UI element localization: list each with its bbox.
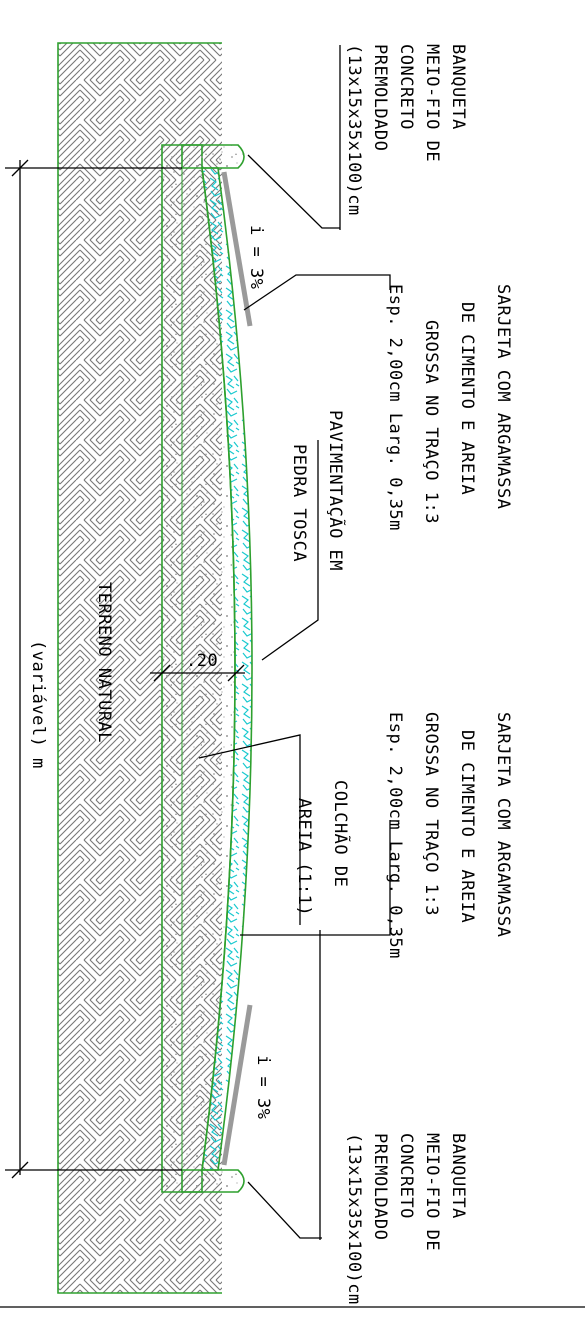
gutter-top (221, 171, 253, 327)
variable-width-label: (variável) m (28, 640, 48, 769)
svg-text:PREMOLDADO: PREMOLDADO (370, 44, 390, 151)
svg-text:CONCRETO: CONCRETO (396, 44, 416, 130)
terrain-outline (57, 42, 222, 1294)
svg-text:BANQUETA: BANQUETA (448, 44, 468, 130)
leader-lines (0, 45, 585, 1308)
svg-text:PAVIMENTAÇÃO EM: PAVIMENTAÇÃO EM (325, 410, 347, 571)
svg-text:PREMOLDADO: PREMOLDADO (370, 1133, 390, 1240)
svg-text:AREIA (1:1): AREIA (1:1) (294, 798, 314, 916)
svg-text:MEIO-FIO DE: MEIO-FIO DE (422, 44, 442, 162)
terreno-natural-label: TERRENO NATURAL (94, 582, 114, 743)
colchao-label: COLCHÃO DE AREIA (1:1) (294, 780, 352, 916)
svg-text:SARJETA COM ARGAMASSA: SARJETA COM ARGAMASSA (493, 712, 513, 937)
svg-text:MEIO-FIO DE: MEIO-FIO DE (422, 1133, 442, 1251)
svg-text:Esp. 2,00cm Larg. 0,35m: Esp. 2,00cm Larg. 0,35m (385, 284, 405, 531)
thickness-dimension (150, 664, 245, 682)
svg-text:DE CIMENTO E AREIA: DE CIMENTO E AREIA (457, 730, 477, 923)
slope-top-label: i = 3% (246, 225, 266, 289)
svg-text:CONCRETO: CONCRETO (396, 1133, 416, 1219)
svg-text:SARJETA COM ARGAMASSA: SARJETA COM ARGAMASSA (493, 284, 513, 509)
sarjeta-top-label: SARJETA COM ARGAMASSA DE CIMENTO E AREIA… (385, 284, 513, 531)
svg-text:DE CIMENTO E AREIA: DE CIMENTO E AREIA (457, 302, 477, 495)
pavimentacao-label: PAVIMENTAÇÃO EM PEDRA TOSCA (289, 410, 347, 571)
sarjeta-bottom-label: SARJETA COM ARGAMASSA DE CIMENTO E AREIA… (385, 712, 513, 959)
svg-text:GROSSA NO TRAÇO 1:3: GROSSA NO TRAÇO 1:3 (421, 320, 441, 524)
gutter-bottom (221, 1004, 253, 1166)
thickness-value: .20 (186, 651, 218, 671)
curb-bottom (181, 1169, 245, 1193)
banqueta-top-label: BANQUETA MEIO-FIO DE CONCRETO PREMOLDADO… (344, 44, 468, 216)
svg-text:Esp. 2,00cm Larg. 0,35m: Esp. 2,00cm Larg. 0,35m (385, 712, 405, 959)
variable-width-dimension (5, 159, 182, 1179)
curb-top (181, 144, 245, 169)
svg-text:COLCHÃO DE: COLCHÃO DE (330, 780, 352, 887)
svg-text:GROSSA NO TRAÇO 1:3: GROSSA NO TRAÇO 1:3 (421, 712, 441, 916)
svg-text:(13x15x35x100)cm: (13x15x35x100)cm (344, 1133, 364, 1305)
svg-text:(13x15x35x100)cm: (13x15x35x100)cm (344, 44, 364, 216)
slope-bottom-label: i = 3% (253, 1055, 273, 1119)
banqueta-bottom-label: BANQUETA MEIO-FIO DE CONCRETO PREMOLDADO… (344, 1133, 468, 1305)
svg-text:PEDRA TOSCA: PEDRA TOSCA (289, 444, 309, 562)
svg-text:BANQUETA: BANQUETA (448, 1133, 468, 1219)
